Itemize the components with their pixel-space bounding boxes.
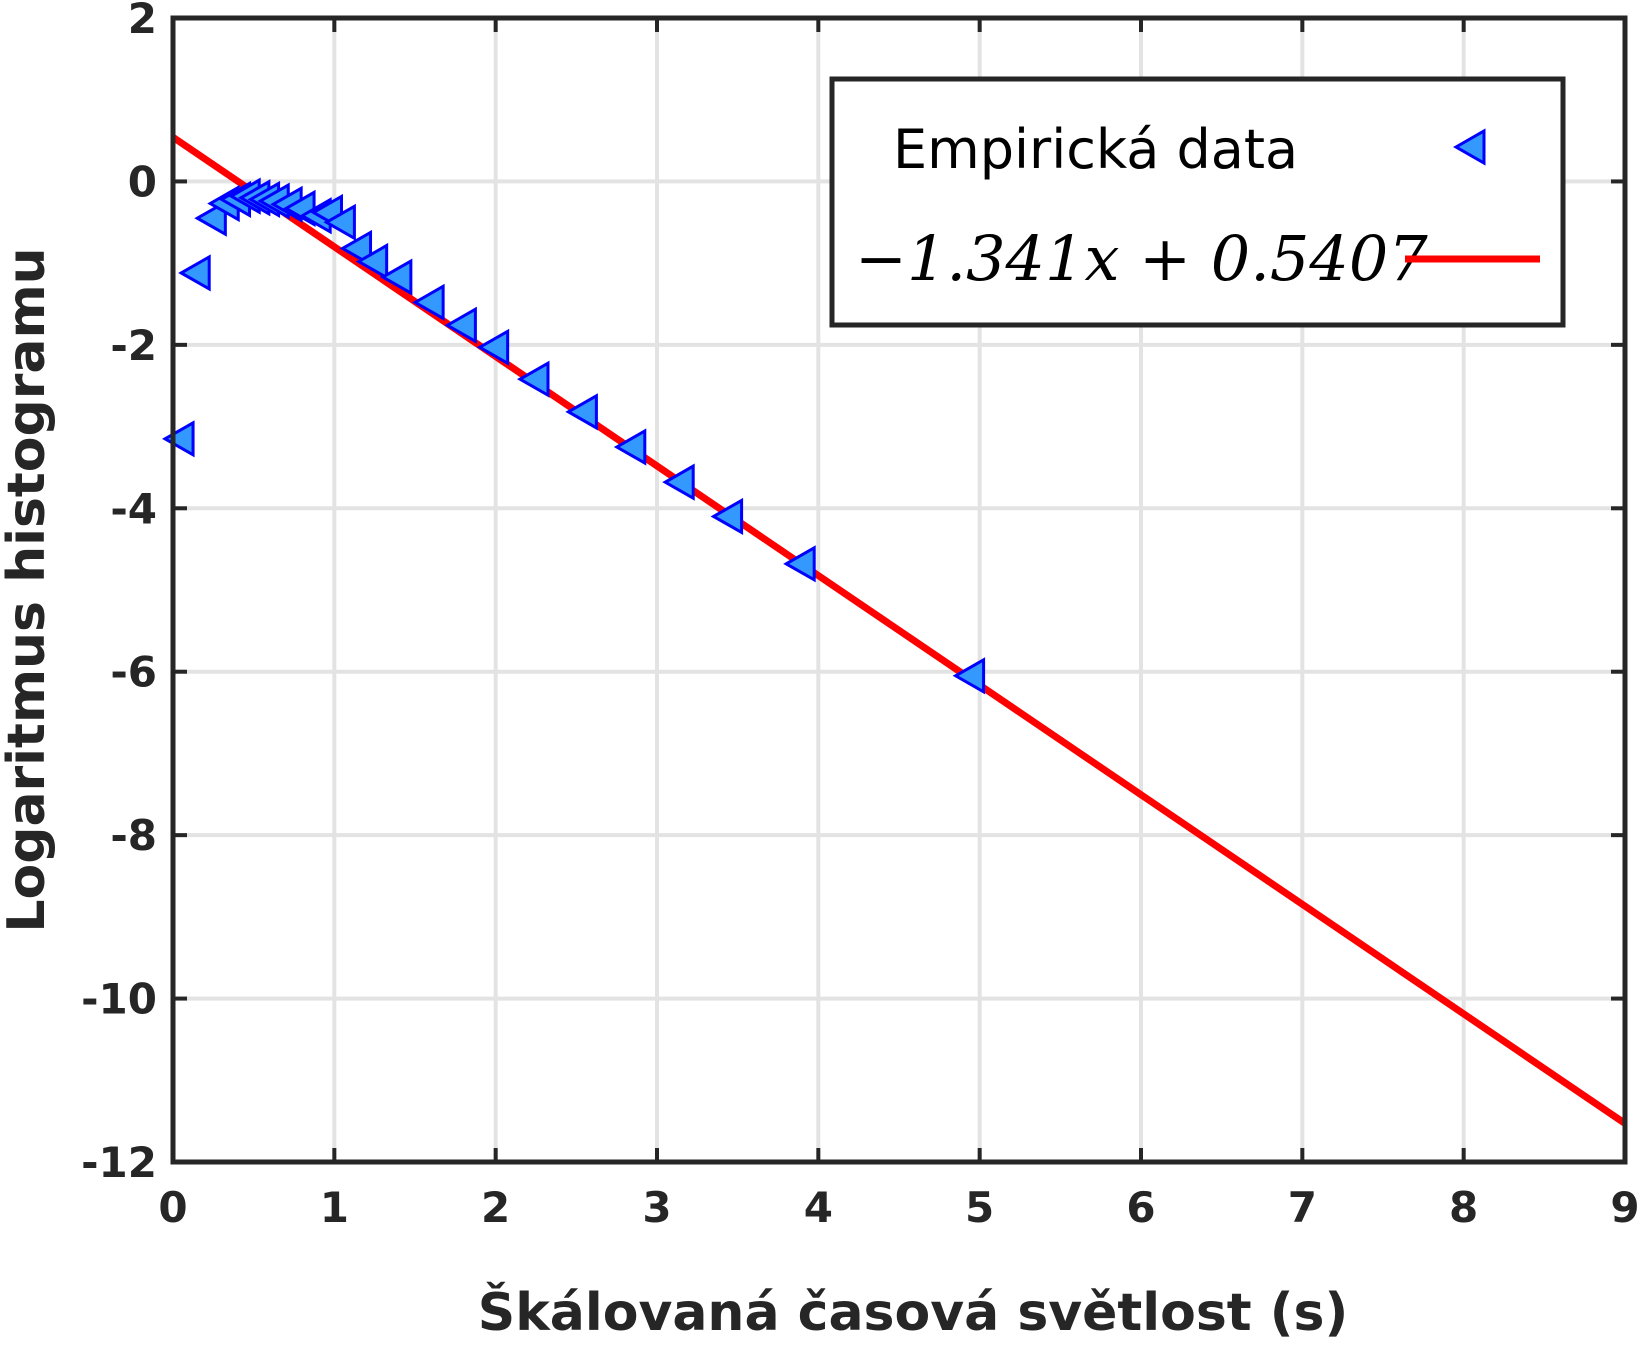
legend: Empirická data −1.341x + 0.5407 bbox=[829, 76, 1566, 328]
legend-label-empirical: Empirická data bbox=[893, 118, 1298, 181]
x-tick-label: 0 bbox=[158, 1183, 187, 1232]
x-tick-label: 1 bbox=[320, 1183, 349, 1232]
data-point bbox=[162, 420, 195, 458]
y-axis-title: Logaritmus histogramu bbox=[0, 247, 57, 932]
data-point bbox=[339, 229, 373, 268]
legend-marker-triangle bbox=[1452, 128, 1486, 166]
data-point bbox=[783, 545, 816, 583]
data-point bbox=[412, 283, 445, 321]
data-point bbox=[444, 306, 477, 344]
data-point bbox=[613, 428, 647, 466]
y-tick-label: -4 bbox=[110, 484, 157, 533]
data-point bbox=[662, 463, 695, 501]
data-point bbox=[710, 497, 744, 536]
legend-box bbox=[829, 76, 1566, 328]
y-tick-label: -2 bbox=[110, 321, 157, 370]
data-point bbox=[952, 657, 986, 695]
x-tick-label: 9 bbox=[1610, 1183, 1638, 1232]
x-tick-label: 3 bbox=[642, 1183, 671, 1232]
data-point bbox=[379, 258, 413, 296]
x-tick-label: 4 bbox=[804, 1183, 833, 1232]
x-tick-label: 2 bbox=[481, 1183, 510, 1232]
x-tick-label: 8 bbox=[1449, 1183, 1478, 1232]
data-point bbox=[516, 360, 550, 398]
data-point bbox=[476, 328, 510, 366]
tick-labels: 0 1 2 3 4 5 6 7 8 9 2 0 -2 -4 -6 -8 -10 -12 bbox=[81, 0, 1638, 1232]
plot-frame bbox=[170, 15, 1628, 1165]
x-axis-title: Škálovaná časová světlost (s) bbox=[478, 1281, 1348, 1343]
y-tick-label: -8 bbox=[110, 811, 157, 860]
y-tick-label: -12 bbox=[81, 1138, 157, 1187]
data-point bbox=[323, 203, 356, 241]
y-tick-label: -6 bbox=[110, 648, 157, 697]
data-point bbox=[178, 254, 211, 292]
x-tick-label: 5 bbox=[965, 1183, 994, 1232]
data-point bbox=[194, 199, 227, 237]
y-tick-label: 0 bbox=[128, 157, 157, 206]
y-tick-label: -10 bbox=[81, 975, 157, 1024]
x-tick-label: 7 bbox=[1288, 1183, 1317, 1232]
legend-label-fit: −1.341x + 0.5407 bbox=[855, 222, 1428, 295]
data-point bbox=[355, 242, 389, 281]
data-point bbox=[565, 393, 598, 431]
y-tick-label: 2 bbox=[128, 0, 157, 43]
x-tick-label: 6 bbox=[1126, 1183, 1155, 1232]
data-points bbox=[162, 177, 986, 695]
axes bbox=[170, 15, 1628, 1165]
